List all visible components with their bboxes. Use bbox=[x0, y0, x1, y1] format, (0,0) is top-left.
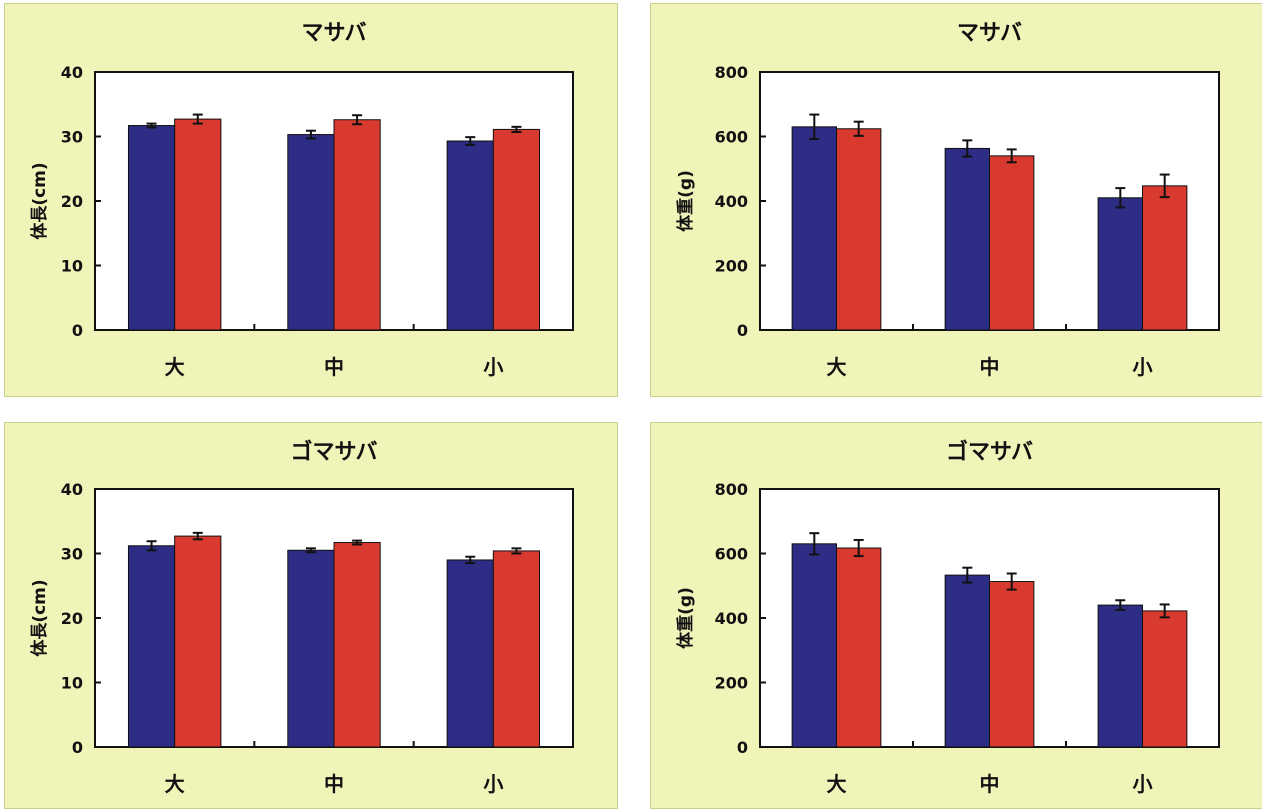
bar-series1 bbox=[127, 125, 176, 331]
y-tick-label: 800 bbox=[715, 63, 748, 82]
y-axis-label: 体長(cm) bbox=[29, 162, 50, 239]
chart-panel-3: ゴマサバ 0 10 20 30 40 体長(cm) 大 中 小 bbox=[4, 422, 618, 809]
bar-series2 bbox=[333, 542, 381, 748]
chart-title: ゴマサバ bbox=[946, 439, 1033, 465]
y-tick-label: 0 bbox=[737, 738, 748, 757]
x-category-label: 小 bbox=[1133, 772, 1153, 796]
bar-series1 bbox=[446, 559, 494, 748]
bar-series2 bbox=[174, 118, 222, 331]
x-category-label: 大 bbox=[827, 355, 847, 379]
chart-title: ゴマサバ bbox=[290, 439, 377, 465]
bar-series2 bbox=[492, 128, 541, 331]
bar-series1 bbox=[127, 545, 176, 748]
bar-series2 bbox=[836, 128, 882, 331]
y-tick-label: 200 bbox=[715, 674, 748, 693]
y-tick-label: 0 bbox=[72, 321, 83, 340]
x-category-label: 大 bbox=[827, 772, 847, 796]
bar-series1 bbox=[1097, 604, 1144, 748]
bar-series2 bbox=[989, 155, 1035, 331]
x-category-label: 小 bbox=[483, 355, 503, 379]
bar-series1 bbox=[287, 549, 335, 748]
y-tick-label: 600 bbox=[715, 128, 748, 147]
y-tick-label: 0 bbox=[72, 738, 83, 757]
y-tick-label: 400 bbox=[715, 609, 748, 628]
y-tick-label: 10 bbox=[61, 257, 83, 276]
x-category-label: 中 bbox=[980, 772, 1000, 796]
bar-series1 bbox=[1097, 197, 1144, 331]
chart-panel-4: ゴマサバ 0 200 400 600 800 体重(g) 大 中 小 bbox=[650, 422, 1262, 809]
bar-series2 bbox=[1142, 610, 1188, 748]
bar-series1 bbox=[944, 147, 991, 331]
chart-title: マサバ bbox=[301, 21, 366, 46]
x-category-label: 大 bbox=[165, 355, 185, 379]
chart-panel-2: マサバ 0 200 400 600 800 体重(g) 大 中 小 bbox=[650, 3, 1262, 397]
bar-series2 bbox=[492, 550, 541, 748]
bar-series2 bbox=[1142, 185, 1188, 331]
chart-svg-4: ゴマサバ 0 200 400 600 800 体重(g) 大 中 小 bbox=[675, 439, 1220, 796]
bar-series1 bbox=[791, 543, 838, 748]
y-axis-label: 体重(g) bbox=[675, 170, 696, 232]
y-tick-label: 40 bbox=[61, 480, 83, 499]
x-category-label: 小 bbox=[483, 772, 503, 796]
y-tick-label: 10 bbox=[61, 674, 83, 693]
y-axis-label: 体重(g) bbox=[675, 587, 696, 649]
bar-series1 bbox=[944, 574, 991, 748]
x-category-label: 小 bbox=[1133, 355, 1153, 379]
bar-series2 bbox=[174, 535, 222, 748]
x-category-label: 大 bbox=[165, 772, 185, 796]
bar-series1 bbox=[287, 134, 335, 331]
bar-series2 bbox=[989, 581, 1035, 748]
x-category-label: 中 bbox=[324, 355, 344, 379]
y-tick-label: 0 bbox=[737, 321, 748, 340]
y-axis-label: 体長(cm) bbox=[29, 579, 50, 656]
chart-title: マサバ bbox=[957, 21, 1022, 46]
chart-panel-1: マサバ 0 10 20 30 40 体長(cm) 大 中 小 bbox=[4, 3, 618, 397]
bar-series1 bbox=[791, 126, 838, 331]
y-tick-label: 20 bbox=[61, 192, 83, 211]
y-tick-label: 800 bbox=[715, 480, 748, 499]
chart-svg-3: ゴマサバ 0 10 20 30 40 体長(cm) 大 中 小 bbox=[29, 439, 574, 796]
bar-series2 bbox=[836, 547, 882, 748]
chart-svg-1: マサバ 0 10 20 30 40 体長(cm) 大 中 小 bbox=[29, 21, 574, 379]
bar-series2 bbox=[333, 119, 381, 331]
x-category-label: 中 bbox=[980, 355, 1000, 379]
y-tick-label: 30 bbox=[61, 128, 83, 147]
chart-svg-2: マサバ 0 200 400 600 800 体重(g) 大 中 小 bbox=[675, 21, 1220, 379]
y-tick-label: 30 bbox=[61, 545, 83, 564]
x-category-label: 中 bbox=[324, 772, 344, 796]
y-tick-label: 400 bbox=[715, 192, 748, 211]
bar-series1 bbox=[446, 140, 494, 331]
y-tick-label: 200 bbox=[715, 257, 748, 276]
y-tick-label: 40 bbox=[61, 63, 83, 82]
y-tick-label: 20 bbox=[61, 609, 83, 628]
y-tick-label: 600 bbox=[715, 545, 748, 564]
